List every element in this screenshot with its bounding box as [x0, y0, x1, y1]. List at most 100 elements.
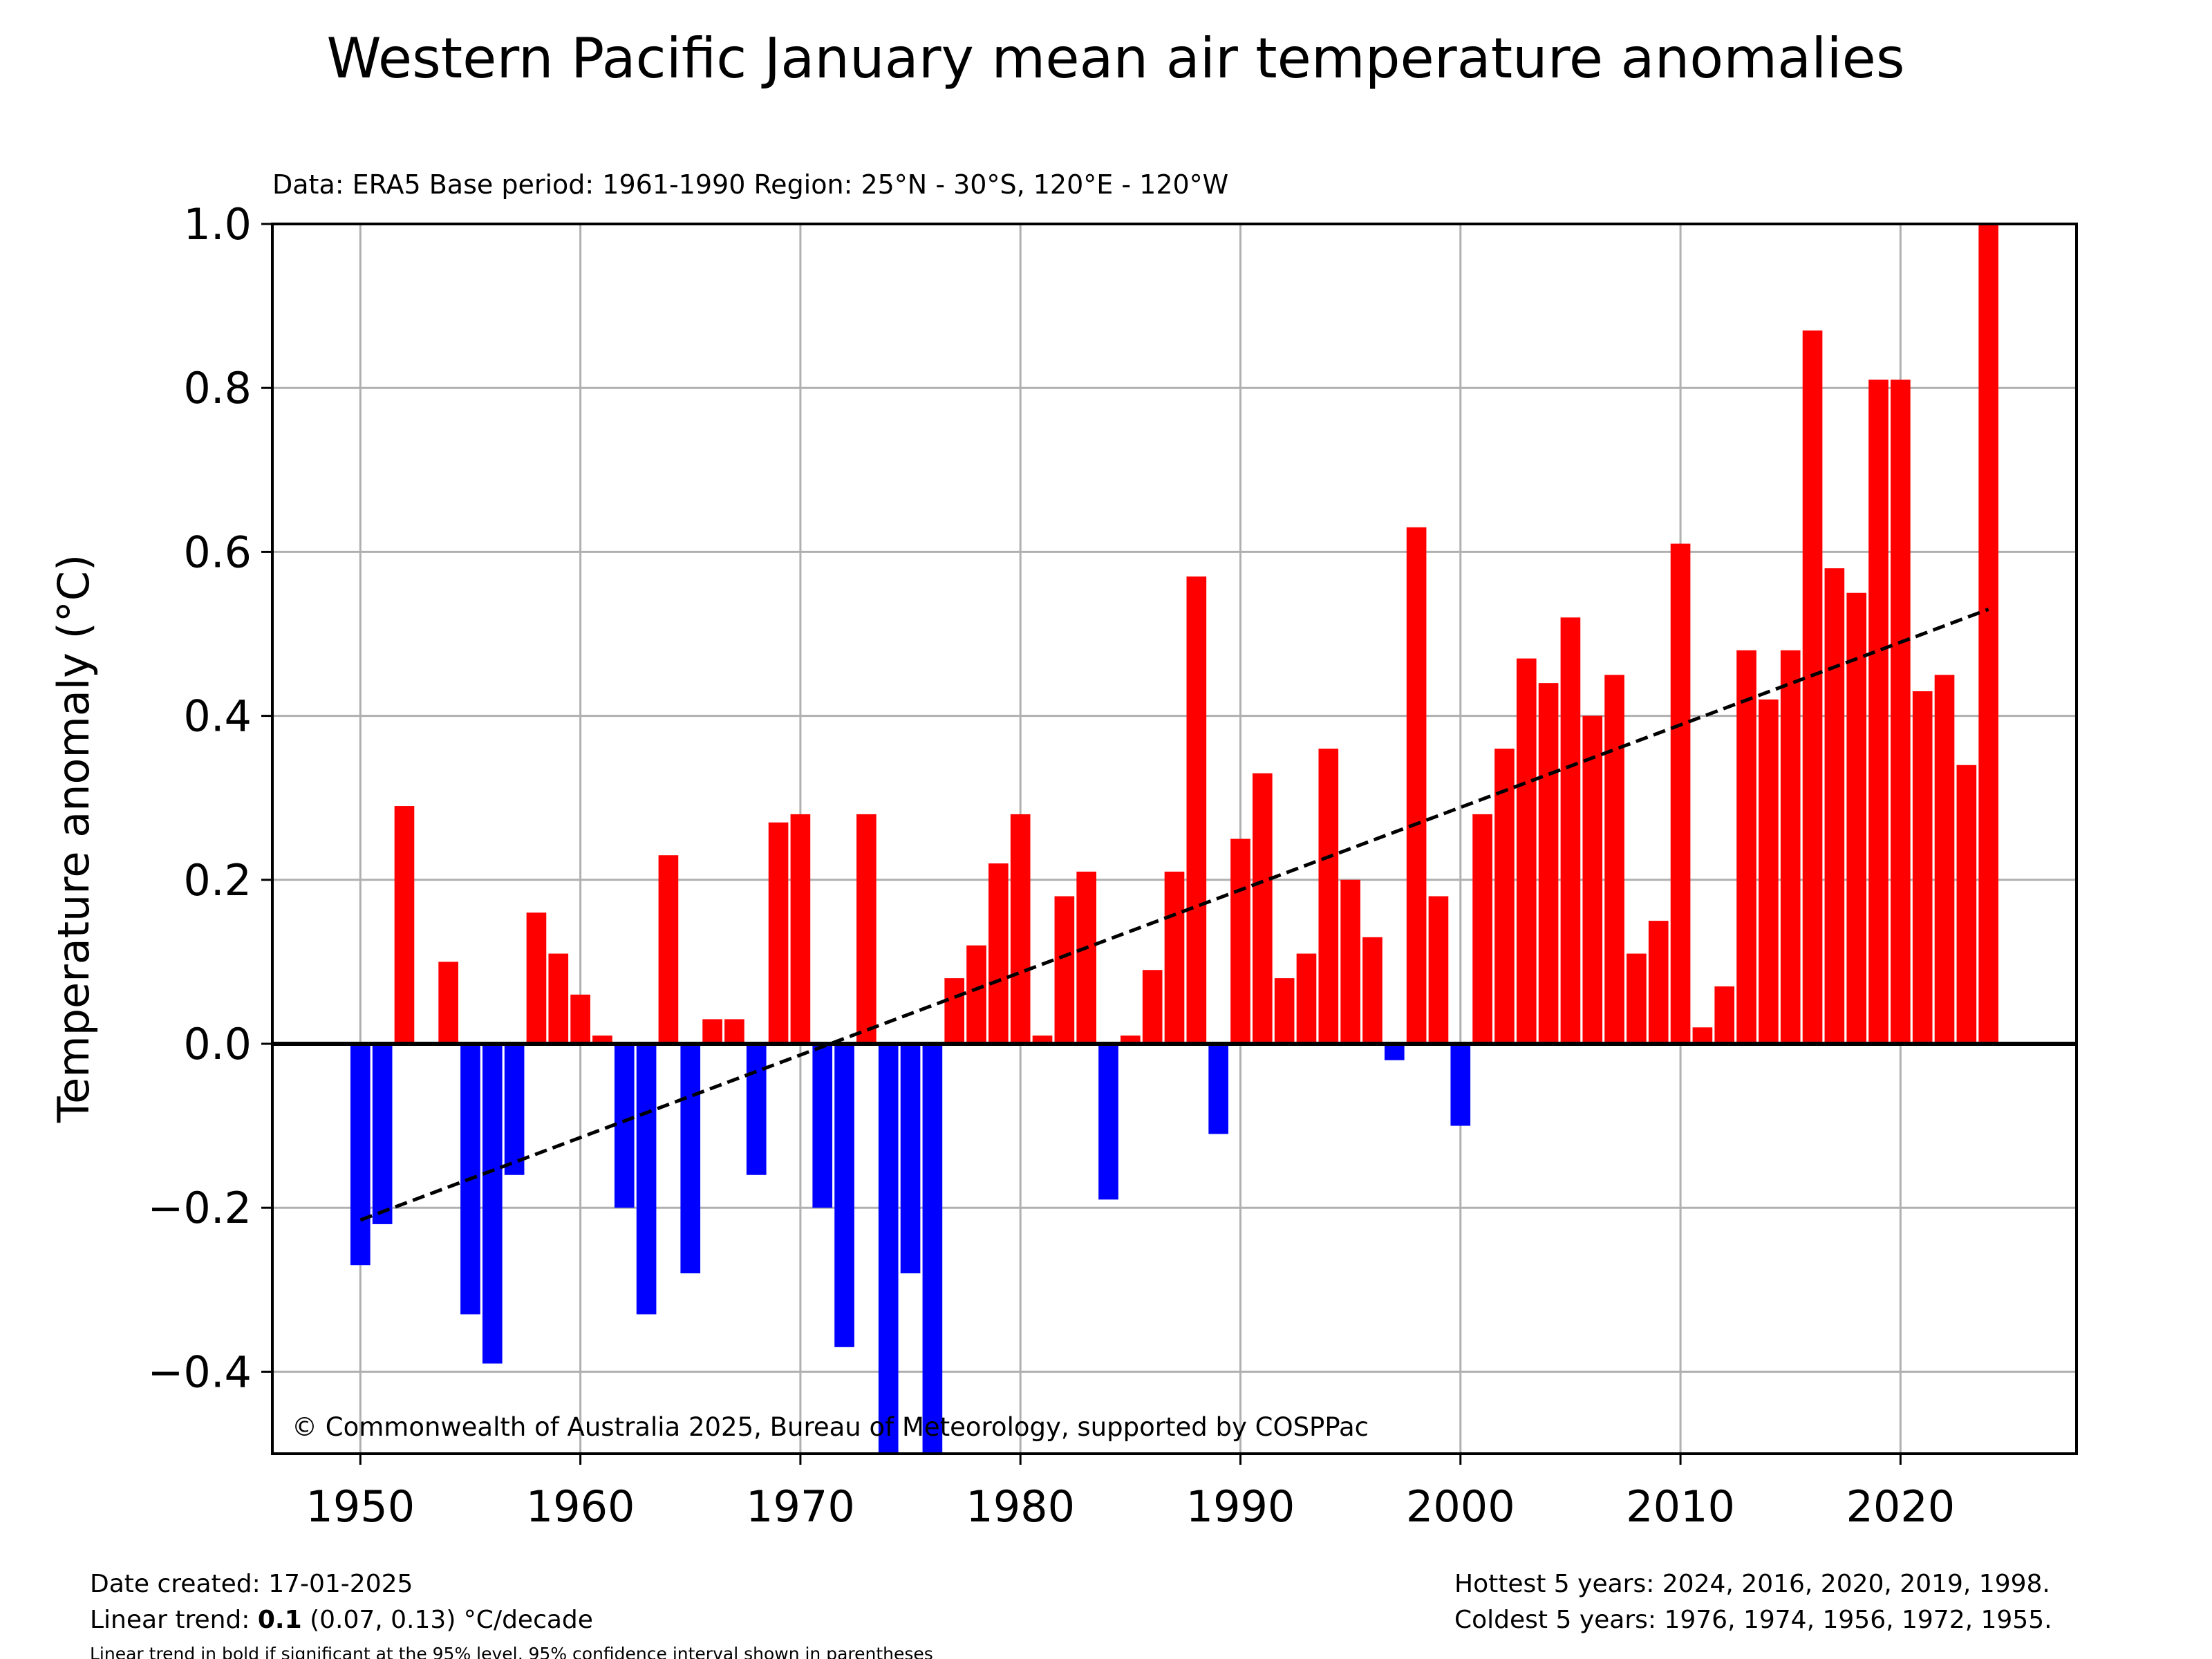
chart-subtitle: Data: ERA5 Base period: 1961-1990 Region…	[272, 169, 1228, 200]
bar-1976	[922, 1044, 943, 1454]
bar-1980	[1010, 814, 1031, 1044]
bar-1975	[900, 1044, 921, 1274]
bar-1954	[438, 962, 458, 1044]
bar-2024	[1978, 224, 1999, 1044]
bar-2011	[1692, 1027, 1713, 1044]
bar-1968	[746, 1044, 767, 1175]
bar-1952	[394, 806, 415, 1044]
bar-1972	[834, 1044, 854, 1347]
bar-2018	[1846, 592, 1867, 1044]
trend-note: Linear trend in bold if significant at t…	[90, 1644, 933, 1659]
bar-1988	[1186, 576, 1207, 1044]
trend-suffix: (0.07, 0.13) °C/decade	[302, 1606, 593, 1634]
bar-2001	[1472, 814, 1492, 1044]
bar-2007	[1604, 675, 1624, 1044]
bar-1971	[812, 1044, 833, 1208]
y-tick-label: 0.4	[183, 691, 252, 742]
trend-prefix: Linear trend:	[90, 1606, 258, 1634]
bar-2013	[1736, 650, 1756, 1044]
bar-1989	[1208, 1044, 1228, 1134]
bar-1991	[1252, 773, 1273, 1044]
bar-1963	[636, 1044, 657, 1315]
bar-1995	[1340, 879, 1360, 1044]
bar-2000	[1450, 1044, 1471, 1126]
y-tick-label: 0.0	[183, 1019, 252, 1069]
bar-1970	[790, 814, 811, 1044]
bar-1997	[1384, 1044, 1405, 1060]
bar-2023	[1956, 765, 1977, 1044]
bar-1956	[482, 1044, 503, 1364]
bar-2006	[1582, 715, 1603, 1044]
bar-1957	[504, 1044, 525, 1175]
copyright-annotation: © Commonwealth of Australia 2025, Bureau…	[292, 1412, 1369, 1442]
bar-1982	[1054, 896, 1075, 1044]
bar-1996	[1362, 937, 1382, 1044]
bar-2002	[1494, 749, 1515, 1044]
x-tick-label: 1980	[966, 1481, 1075, 1532]
bar-2008	[1627, 953, 1647, 1044]
linear-trend-line: Linear trend: 0.1 (0.07, 0.13) °C/decade	[90, 1606, 593, 1634]
bar-1962	[614, 1044, 635, 1208]
bar-1986	[1142, 970, 1163, 1044]
bar-1998	[1406, 527, 1427, 1044]
bar-1973	[856, 814, 877, 1044]
bar-2022	[1934, 675, 1955, 1044]
bar-1983	[1076, 871, 1097, 1044]
y-axis-label: Temperature anomaly (°C)	[48, 554, 99, 1123]
x-tick-label: 1960	[526, 1481, 635, 1532]
trend-layer	[359, 608, 1989, 1222]
x-tick-label: 2000	[1406, 1481, 1515, 1532]
x-tick-label: 1990	[1186, 1481, 1295, 1532]
bar-1979	[988, 863, 1009, 1044]
ticks-layer: 1950 1960 1970 1980 1990 2000 2010 2020 −0.4 −0.2…	[147, 199, 1955, 1532]
bar-1966	[702, 1019, 722, 1044]
x-tick-label: 1950	[306, 1481, 415, 1532]
y-tick-label: 0.8	[183, 363, 252, 413]
bar-1984	[1098, 1044, 1118, 1200]
bar-2019	[1868, 379, 1888, 1044]
bar-1993	[1296, 953, 1317, 1044]
bar-2015	[1780, 650, 1801, 1044]
bar-1959	[548, 953, 569, 1044]
x-tick-label: 2020	[1846, 1481, 1955, 1532]
bar-2005	[1560, 617, 1581, 1044]
plot-frame	[271, 223, 2078, 1455]
trend-value: 0.1	[258, 1606, 302, 1634]
bar-1987	[1164, 871, 1185, 1044]
bar-1967	[724, 1019, 744, 1044]
bar-1969	[768, 822, 789, 1044]
bar-1994	[1318, 749, 1339, 1044]
bar-1958	[526, 912, 547, 1044]
bar-1999	[1428, 896, 1449, 1044]
coldest-years: Coldest 5 years: 1976, 1974, 1956, 1972,…	[1454, 1606, 2052, 1634]
bar-2017	[1824, 568, 1845, 1044]
y-tick-label: −0.4	[147, 1347, 252, 1397]
bar-1951	[372, 1044, 393, 1224]
y-tick-label: 1.0	[183, 199, 252, 250]
bar-1964	[658, 855, 679, 1044]
bar-1981	[1032, 1035, 1053, 1044]
y-tick-label: −0.2	[147, 1183, 252, 1233]
bar-2004	[1538, 683, 1559, 1044]
bar-2010	[1670, 543, 1691, 1044]
bar-1985	[1121, 1035, 1141, 1044]
bar-2020	[1891, 379, 1911, 1044]
y-tick-label: 0.2	[183, 855, 252, 906]
bar-2014	[1759, 699, 1779, 1044]
bar-1974	[878, 1044, 899, 1454]
bar-2003	[1516, 658, 1537, 1044]
x-tick-label: 1970	[746, 1481, 855, 1532]
bar-2012	[1714, 986, 1735, 1044]
bar-1950	[350, 1044, 371, 1266]
bar-1961	[592, 1035, 612, 1044]
bar-1992	[1274, 978, 1295, 1044]
chart-title: Western Pacific January mean air tempera…	[326, 26, 1904, 91]
bar-1965	[680, 1044, 701, 1274]
bar-2021	[1912, 691, 1933, 1044]
hottest-years: Hottest 5 years: 2024, 2016, 2020, 2019,…	[1454, 1570, 2050, 1598]
x-tick-label: 2010	[1626, 1481, 1735, 1532]
trend-line	[359, 608, 1989, 1222]
y-tick-label: 0.6	[183, 527, 252, 577]
